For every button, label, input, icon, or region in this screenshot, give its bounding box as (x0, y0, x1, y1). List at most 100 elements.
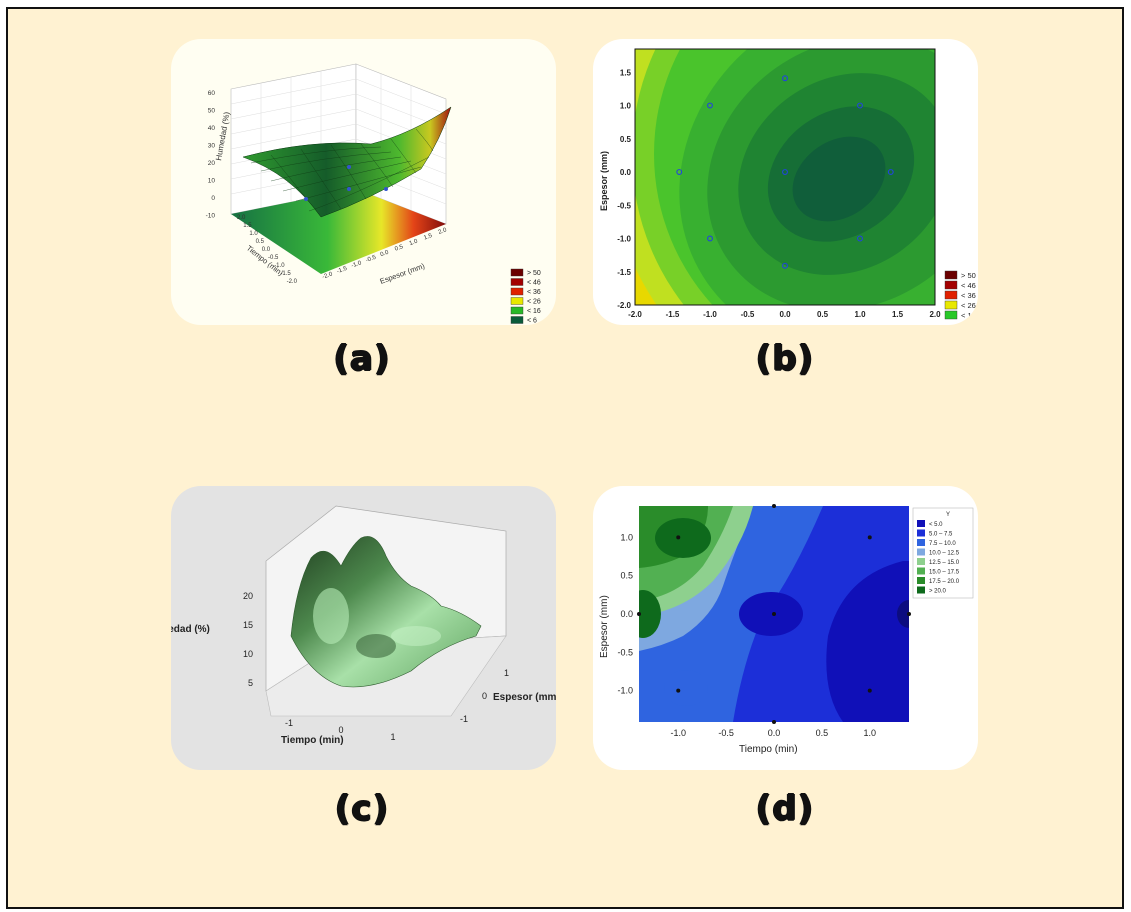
b-legend-swatch (944, 310, 958, 320)
c-y-tick-label: -1 (460, 714, 468, 724)
a-legend-label: < 6 (527, 318, 537, 325)
a-y-tick-label: 1.5 (243, 223, 252, 229)
d-legend-label: 12.5 – 15.0 (929, 560, 960, 566)
b-design-point (707, 235, 713, 242)
b-legend-swatch (944, 280, 958, 290)
caption-b: (b) (755, 339, 815, 379)
d-legend-swatch (917, 529, 925, 537)
d-y-tick-label: 0.0 (620, 609, 633, 619)
d-design-point (867, 535, 872, 540)
panel-a: Humedad (%) 60 50 40 30 20 10 0 -10 Espesor (mm… (171, 39, 556, 325)
b-legend-swatch (944, 300, 958, 310)
a-legend-label: > 50 (527, 270, 541, 277)
a-y-tick-label: -1.0 (274, 263, 285, 269)
a-z-tick-label: 40 (208, 125, 216, 132)
c-y-tick-label: 0 (482, 691, 487, 701)
b-y-tick-label: -1.5 (617, 268, 631, 277)
b-x-tick-label: -2.0 (628, 310, 642, 319)
d-legend-label: 15.0 – 17.5 (929, 570, 960, 576)
b-y-tick-label: 1.0 (620, 102, 632, 111)
a-y-tick-label: -2.0 (287, 279, 298, 285)
b-design-point (707, 102, 713, 109)
d-legend-label: 17.5 – 20.0 (929, 579, 960, 585)
z-axis-label: Humedad (%) (214, 111, 231, 161)
a-x-tick-label: -1.5 (336, 266, 348, 275)
d-x-tick-label: -1.0 (670, 728, 686, 738)
a-y-tick-label: -1.5 (280, 271, 291, 277)
d-y-tick-label: 0.5 (620, 571, 633, 581)
d-legend-swatch (917, 586, 925, 594)
a-legend-swatch (510, 278, 524, 286)
b-design-point (887, 169, 894, 175)
b-x-tick-label: 0.5 (817, 310, 829, 319)
b-legend-label: > 50 (961, 271, 976, 280)
a-x-tick-label: -1.0 (351, 260, 363, 269)
b-y-tick-label: 0.0 (620, 168, 632, 177)
chart-d: -1.0 -0.5 0.0 0.5 1.0 1.0 0.5 0.0 -0.5 -1.0 Tiem… (599, 504, 974, 755)
c-z-tick-label: 15 (243, 620, 253, 630)
d-design-point (637, 612, 641, 616)
d-legend-label: > 20.0 (929, 589, 947, 595)
d-y-tick-label: -1.0 (617, 686, 633, 696)
c-z-tick-label: 10 (243, 649, 253, 659)
b-design-point (676, 169, 683, 175)
d-legend-swatch (917, 567, 925, 575)
a-z-tick-label: 10 (208, 178, 216, 185)
caption-d: (d) (755, 789, 815, 829)
a-z-tick-label: -10 (206, 213, 216, 220)
a-z-tick-label: 60 (208, 90, 216, 97)
d-design-point (676, 688, 681, 693)
c-x-tick-label: -1 (285, 718, 293, 728)
caption-c: (c) (334, 789, 390, 829)
b-legend-label: < 46 (961, 281, 976, 290)
a-legend-swatch (510, 306, 524, 315)
c-x-tick-label: 0 (338, 725, 343, 735)
d-design-point (907, 612, 911, 616)
a-legend-label: < 46 (527, 280, 541, 287)
d-x-tick-label: 1.0 (863, 728, 876, 738)
c-z-tick-label: 20 (243, 591, 253, 601)
b-y-tick-label: 1.5 (620, 68, 632, 77)
a-y-tick-label: -0.5 (268, 255, 279, 261)
a-legend-swatch (510, 297, 524, 305)
a-x-tick-label: 1.5 (423, 233, 434, 242)
b-design-point (857, 235, 863, 242)
d-design-point (772, 612, 776, 616)
a-x-tick-label: -2.0 (322, 271, 334, 280)
d-x-tick-label: -0.5 (718, 728, 734, 738)
caption-a: (a) (333, 339, 391, 379)
d-x-tick-label: 0.5 (816, 728, 829, 738)
panel-b: -2.0 -1.5 -1.0 -0.5 0.0 0.5 1.0 1.5 2.0 1.5 1.0 0.… (593, 39, 978, 325)
b-y-tick-label: 0.5 (620, 135, 632, 144)
b-x-tick-label: 1.0 (854, 310, 866, 319)
b-legend-label: < 26 (961, 301, 976, 310)
a-z-tick-label: 50 (208, 108, 216, 115)
a-z-tick-label: 20 (208, 160, 216, 167)
d-design-point (867, 688, 872, 693)
a-legend-label: < 26 (527, 299, 541, 306)
d-legend-title: Y (946, 512, 950, 518)
a-legend-label: < 36 (527, 289, 541, 296)
b-y-tick-label: -0.5 (617, 201, 631, 210)
a-x-tick-label: 2.0 (438, 227, 449, 236)
a-y-tick-label: 1.0 (249, 231, 258, 237)
b-legend-swatch (944, 290, 958, 300)
a-legend-swatch (510, 287, 524, 296)
b-y-tick-label: -2.0 (617, 301, 631, 310)
d-legend-label: < 5.0 (929, 522, 943, 528)
a-legend-label: < 16 (527, 308, 541, 315)
c-x-tick-label: 1 (390, 732, 395, 742)
b-design-point (782, 75, 788, 82)
chart-b: -2.0 -1.5 -1.0 -0.5 0.0 0.5 1.0 1.5 2.0 1.5 1.0 0.… (599, 48, 976, 320)
d-legend-label: 10.0 – 12.5 (929, 551, 960, 557)
d-design-point (772, 720, 776, 724)
a-y-tick-label: 0.0 (262, 247, 271, 253)
d-x-tick-label: 0.0 (768, 728, 781, 738)
c-y-axis-label: Espesor (mm) (493, 692, 556, 703)
d-legend-label: 7.5 – 10.0 (929, 541, 956, 547)
a-legend-swatch (510, 268, 524, 277)
d-legend-swatch (917, 558, 925, 565)
b-x-tick-label: -1.0 (703, 310, 717, 319)
a-y-tick-label: 2.0 (237, 215, 246, 221)
